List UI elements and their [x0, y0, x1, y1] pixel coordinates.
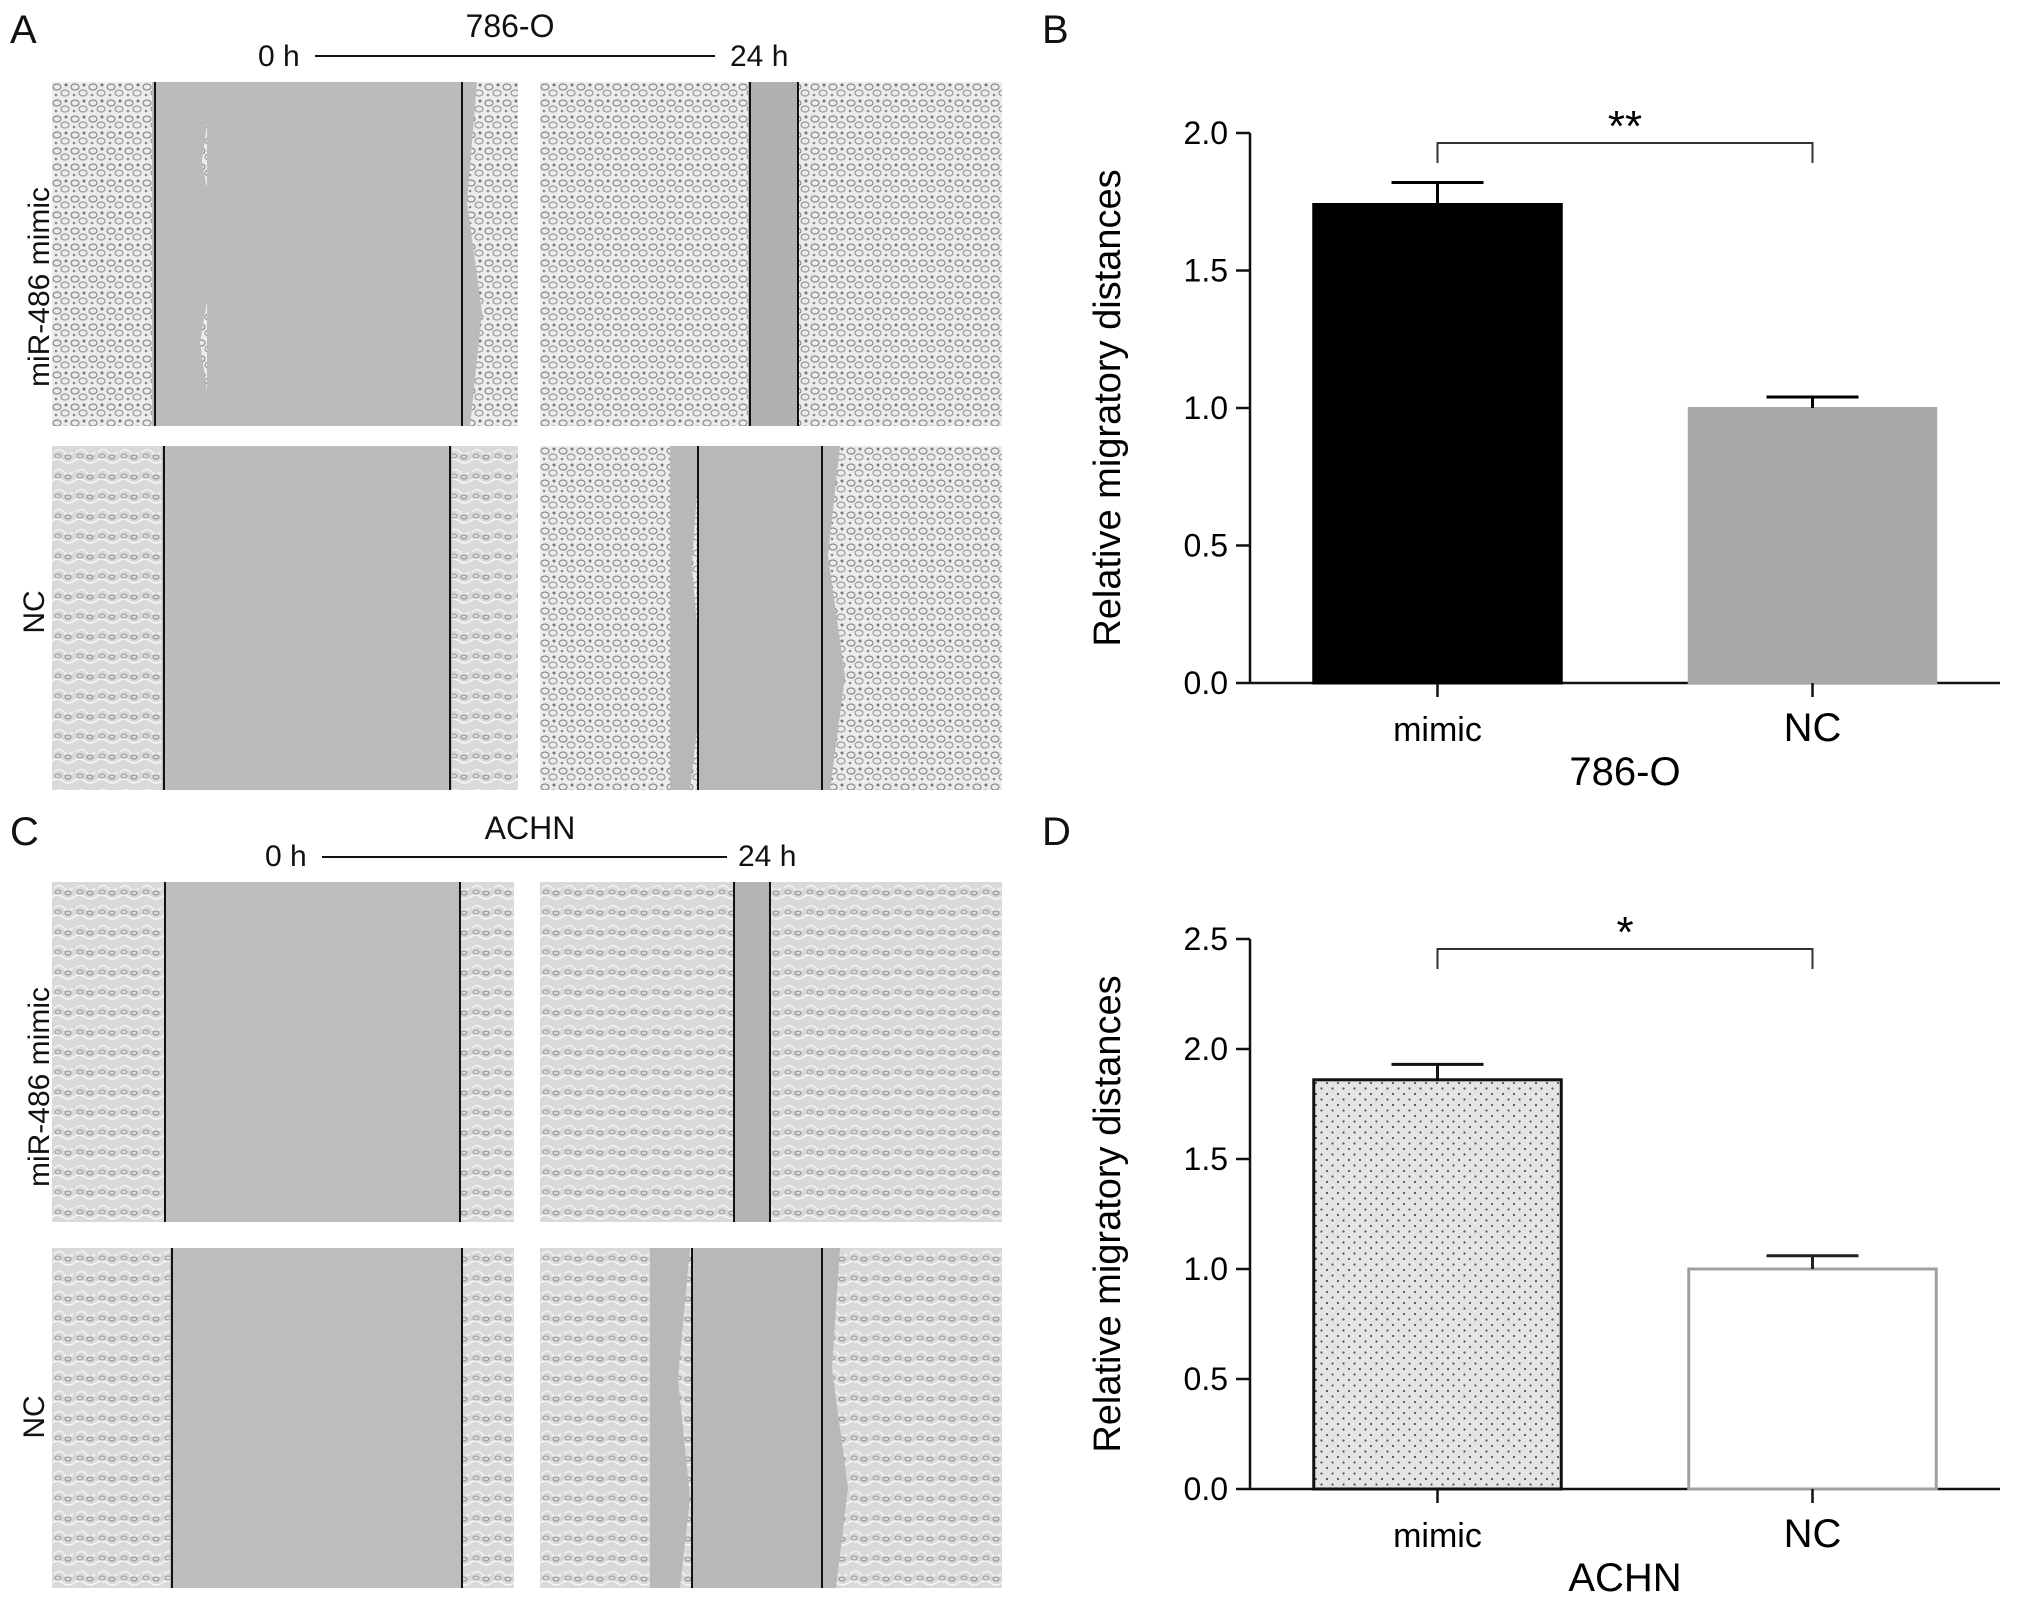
panel-letter-a: A	[10, 8, 37, 52]
chart-b-bar-mimic	[1312, 203, 1563, 685]
micrograph-c-mimic-0h	[52, 882, 514, 1222]
micrograph-c-nc-0h	[52, 1248, 514, 1588]
panel-letter-c: C	[10, 810, 39, 854]
panel-a-time-line	[315, 55, 715, 57]
chart-d-xtick-label: NC	[1784, 1512, 1842, 1556]
micrograph-a-mimic-24h	[540, 82, 1002, 426]
panel-a-time-start: 0 h	[258, 40, 300, 73]
chart-b-significance-bracket	[1436, 142, 1814, 163]
chart-d: 0.0 0.5 1.0 1.5 2.0 2.5 Relative migratory dis…	[1087, 908, 2000, 1600]
chart-d-ytick-label: 1.0	[1184, 1251, 1228, 1287]
chart-b-xtick-label: NC	[1784, 706, 1842, 750]
chart-b-xlabel: 786-O	[1569, 750, 1680, 794]
chart-b-ytick-label: 1.5	[1184, 253, 1228, 289]
chart-b-ytick-label: 0.5	[1184, 528, 1228, 564]
chart-b: 0.0 0.5 1.0 1.5 2.0 Relative migratory distan…	[1087, 102, 2000, 794]
micrograph-a-nc-24h	[540, 446, 1002, 790]
micrograph-a-mimic-0h	[52, 82, 518, 426]
panel-a-time-end: 24 h	[730, 40, 789, 73]
chart-b-ytick-label: 2.0	[1184, 115, 1228, 151]
panel-c-row-label-nc: NC	[18, 1395, 51, 1439]
chart-d-bar-mimic	[1312, 1078, 1563, 1491]
panel-a-row-label-nc: NC	[18, 590, 51, 634]
micrograph-c-nc-24h	[540, 1248, 1002, 1588]
chart-d-xtick-label: mimic	[1393, 1517, 1482, 1555]
panel-c-time-end: 24 h	[738, 840, 797, 873]
chart-b-ylabel: Relative migratory distances	[1087, 169, 1129, 646]
panel-letter-d: D	[1042, 810, 1071, 854]
chart-d-ylabel: Relative migratory distances	[1087, 975, 1129, 1452]
panel-letter-b: B	[1042, 8, 1069, 52]
panel-a-cell-line: 786-O	[465, 8, 555, 44]
micrograph-a-nc-0h	[52, 446, 518, 790]
micrograph-c-mimic-24h	[540, 882, 1002, 1222]
chart-d-ytick-label: 1.5	[1184, 1141, 1228, 1177]
chart-d-bar-nc	[1687, 1267, 1938, 1491]
chart-d-ytick-label: 2.0	[1184, 1031, 1228, 1067]
chart-d-ytick-label: 0.5	[1184, 1361, 1228, 1397]
chart-b-bar-nc	[1687, 407, 1938, 684]
chart-d-ytick-label: 0.0	[1184, 1471, 1228, 1507]
chart-d-xlabel: ACHN	[1568, 1556, 1681, 1600]
panel-c-cell-line: ACHN	[484, 810, 576, 846]
chart-d-ytick-label: 2.5	[1184, 921, 1228, 957]
chart-d-significance-bracket	[1436, 948, 1814, 969]
chart-b-xtick-label: mimic	[1393, 711, 1482, 749]
chart-d-significance-label: *	[1616, 908, 1633, 957]
chart-b-ytick-label: 1.0	[1184, 390, 1228, 426]
panel-c-time-line	[322, 856, 727, 858]
chart-b-significance-label: **	[1608, 102, 1642, 151]
panel-c-time-start: 0 h	[265, 840, 307, 873]
chart-b-ytick-label: 0.0	[1184, 665, 1228, 701]
